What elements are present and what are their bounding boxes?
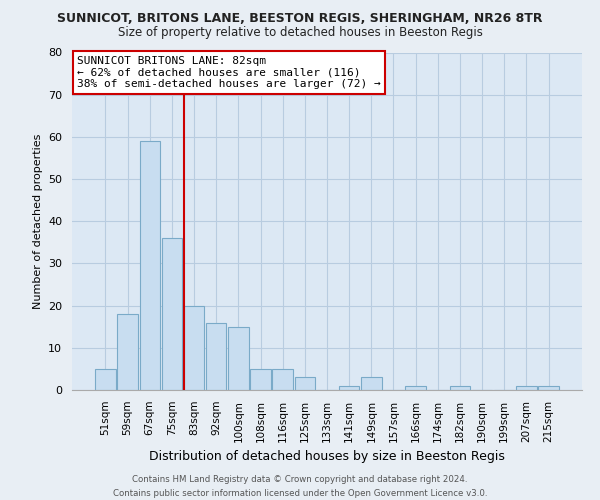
Bar — [406, 386, 426, 390]
Bar — [140, 141, 160, 390]
Bar — [206, 322, 226, 390]
Bar — [516, 386, 536, 390]
Text: Size of property relative to detached houses in Beeston Regis: Size of property relative to detached ho… — [118, 26, 482, 39]
Bar — [295, 378, 315, 390]
Bar — [184, 306, 204, 390]
Bar — [250, 369, 271, 390]
Y-axis label: Number of detached properties: Number of detached properties — [32, 134, 43, 309]
Bar — [95, 369, 116, 390]
Text: Contains HM Land Registry data © Crown copyright and database right 2024.
Contai: Contains HM Land Registry data © Crown c… — [113, 476, 487, 498]
Bar — [450, 386, 470, 390]
Bar — [538, 386, 559, 390]
Text: SUNNICOT, BRITONS LANE, BEESTON REGIS, SHERINGHAM, NR26 8TR: SUNNICOT, BRITONS LANE, BEESTON REGIS, S… — [57, 12, 543, 26]
Bar — [361, 378, 382, 390]
Bar — [339, 386, 359, 390]
Bar — [272, 369, 293, 390]
X-axis label: Distribution of detached houses by size in Beeston Regis: Distribution of detached houses by size … — [149, 450, 505, 463]
Text: SUNNICOT BRITONS LANE: 82sqm
← 62% of detached houses are smaller (116)
38% of s: SUNNICOT BRITONS LANE: 82sqm ← 62% of de… — [77, 56, 381, 89]
Bar — [161, 238, 182, 390]
Bar — [118, 314, 138, 390]
Bar — [228, 326, 248, 390]
